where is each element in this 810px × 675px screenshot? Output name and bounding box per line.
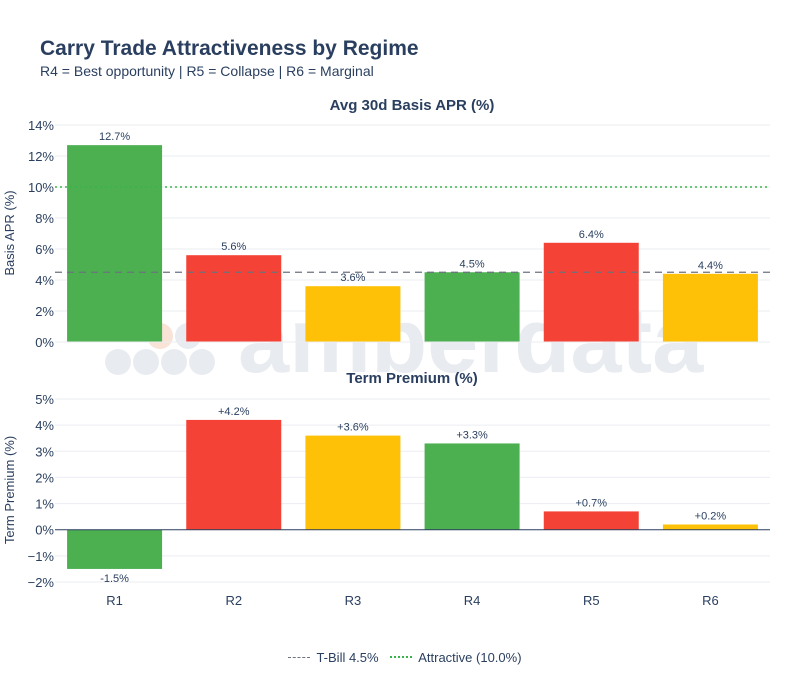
data-label: +4.2% xyxy=(218,406,250,418)
bar-r5 xyxy=(543,242,639,342)
y-tick-label: 12% xyxy=(28,149,54,164)
bar-r1 xyxy=(67,529,163,569)
y-tick-label: 2% xyxy=(35,470,54,485)
data-label: 5.6% xyxy=(221,241,246,253)
y-tick-label: −1% xyxy=(28,549,55,564)
x-tick-label: R4 xyxy=(464,593,481,608)
panel-title: Avg 30d Basis APR (%) xyxy=(330,97,495,114)
watermark-dot xyxy=(189,349,215,375)
y-axis-title: Term Premium (%) xyxy=(2,436,17,544)
data-label: +0.7% xyxy=(576,497,608,509)
data-label: +3.6% xyxy=(337,422,369,434)
bar-r6 xyxy=(662,524,758,530)
data-label: 4.5% xyxy=(460,258,485,270)
watermark-dot xyxy=(133,349,159,375)
y-tick-label: 8% xyxy=(35,211,54,226)
bar-r4 xyxy=(424,443,520,530)
x-tick-label: R5 xyxy=(583,593,600,608)
y-tick-label: 1% xyxy=(35,497,54,512)
x-tick-label: R2 xyxy=(225,593,242,608)
dashed-line-icon xyxy=(288,657,311,658)
term-premium-panel: Term Premium (%) Term Premium (%) −2% −1% 0%… xyxy=(2,370,770,608)
basis-apr-panel: Avg 30d Basis APR (%) Basis APR (%) 0% 2% 4%… xyxy=(2,97,770,350)
legend-label-attractive: Attractive (10.0%) xyxy=(418,649,522,665)
bar-r4 xyxy=(424,272,520,342)
bar-r5 xyxy=(543,511,639,530)
y-tick-label: 4% xyxy=(35,273,54,288)
y-tick-label: 5% xyxy=(35,392,54,407)
chart-subtitle: R4 = Best opportunity | R5 = Collapse | … xyxy=(40,63,374,79)
chart-canvas: amberdata Avg 30d Basis APR (%)Basis APR… xyxy=(2,97,770,608)
bar-r1 xyxy=(67,145,163,342)
watermark-dot xyxy=(105,349,131,375)
panel-title: Term Premium (%) xyxy=(346,370,477,387)
y-tick-label: 0% xyxy=(35,523,54,538)
data-label: 3.6% xyxy=(340,272,365,284)
bar-r6 xyxy=(662,273,758,342)
dotted-line-icon xyxy=(390,656,413,658)
bar-r3 xyxy=(305,286,401,342)
x-tick-label: R3 xyxy=(345,593,362,608)
bar-r3 xyxy=(305,435,401,530)
watermark-dot xyxy=(161,349,187,375)
y-axis-title: Basis APR (%) xyxy=(2,190,17,275)
data-label: 12.7% xyxy=(99,131,130,143)
y-tick-label: −2% xyxy=(28,575,55,590)
bar-r2 xyxy=(186,419,282,530)
x-tick-label: R6 xyxy=(702,593,719,608)
y-tick-label: 2% xyxy=(35,304,54,319)
data-label: +0.2% xyxy=(695,510,727,522)
y-tick-label: 0% xyxy=(35,335,54,350)
y-tick-label: 6% xyxy=(35,242,54,257)
y-tick-label: 3% xyxy=(35,444,54,459)
bar-r2 xyxy=(186,255,282,342)
y-tick-label: 14% xyxy=(28,118,54,133)
data-label: +3.3% xyxy=(456,429,488,441)
y-tick-label: 4% xyxy=(35,418,54,433)
data-label: 6.4% xyxy=(579,229,604,241)
legend-label-tbill: T-Bill 4.5% xyxy=(316,650,379,665)
data-label: -1.5% xyxy=(100,573,129,585)
data-label: 4.4% xyxy=(698,260,723,272)
legend-item-attractive[interactable]: Attractive (10.0%) xyxy=(390,649,522,665)
legend: T-Bill 4.5% Attractive (10.0%) xyxy=(0,646,810,665)
legend-item-tbill[interactable]: T-Bill 4.5% xyxy=(288,650,379,665)
y-tick-label: 10% xyxy=(28,180,54,195)
chart-title: Carry Trade Attractiveness by Regime xyxy=(40,37,419,60)
x-tick-label: R1 xyxy=(106,593,123,608)
